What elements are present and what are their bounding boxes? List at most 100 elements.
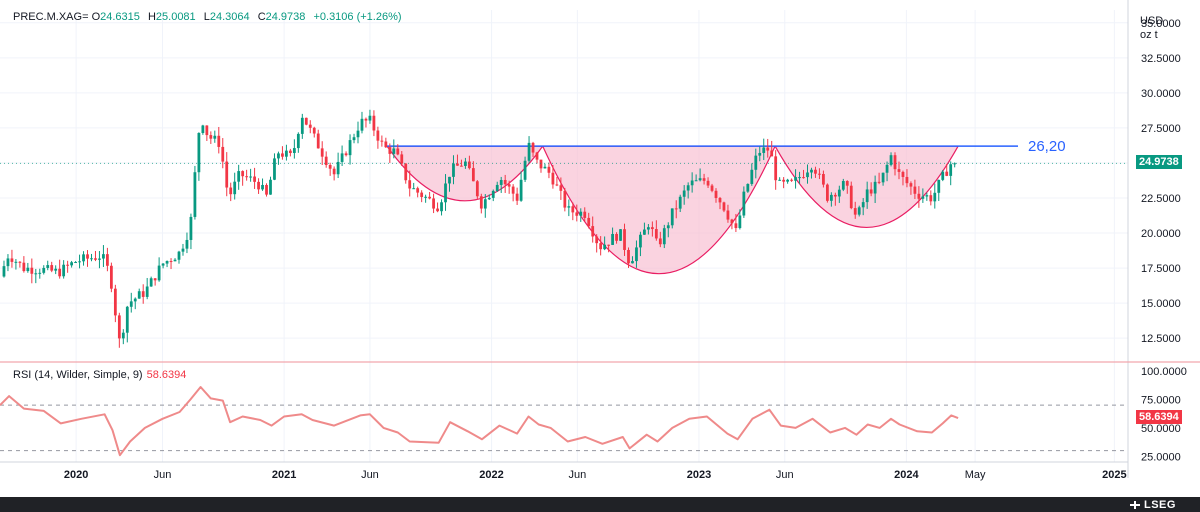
candle-body	[507, 184, 511, 187]
candle-body	[34, 273, 38, 275]
candle-body	[495, 184, 499, 191]
candle-body	[332, 168, 336, 175]
rsi-line	[0, 386, 959, 457]
candle-body	[511, 186, 515, 194]
candle-body	[38, 272, 42, 274]
candle-body	[718, 197, 722, 203]
candle-body	[555, 184, 559, 186]
candle-body	[607, 244, 611, 246]
candle-body	[857, 207, 861, 215]
price-tick-label: 27.5000	[1141, 123, 1181, 135]
time-tick-label: 2022	[479, 469, 503, 481]
candle-body	[551, 172, 555, 185]
candle-body	[436, 208, 439, 212]
candle-body	[734, 223, 738, 229]
candle-body	[189, 216, 193, 240]
candle-body	[837, 189, 841, 197]
time-tick-label: 2024	[894, 469, 919, 481]
candle-body	[599, 243, 603, 250]
price-tick-label: 20.0000	[1141, 228, 1181, 240]
candle-body	[873, 181, 877, 194]
rsi-tick-label: 100.0000	[1141, 366, 1187, 378]
candle-body	[420, 192, 424, 198]
candle-body	[531, 142, 535, 153]
candle-body	[933, 192, 937, 202]
candle-body	[320, 148, 324, 157]
candle-body	[738, 215, 742, 229]
price-tick-label: 12.5000	[1141, 333, 1181, 345]
candle-body	[261, 184, 264, 190]
candle-body	[798, 177, 801, 179]
candle-body	[686, 185, 690, 191]
candle-body	[225, 161, 229, 188]
candle-body	[10, 258, 14, 262]
candle-body	[643, 229, 646, 235]
cup-pattern	[385, 145, 544, 202]
high-label: H	[147, 11, 156, 23]
candle-body	[253, 176, 256, 182]
candle-body	[141, 291, 145, 297]
open-value: 24.6315	[100, 11, 140, 23]
candle-body	[324, 156, 328, 166]
candle-body	[615, 233, 618, 241]
candle-body	[6, 258, 10, 267]
candle-body	[316, 133, 320, 149]
candle-body	[456, 163, 459, 166]
candle-body	[635, 247, 638, 262]
candle-body	[535, 152, 539, 160]
candle-body	[881, 172, 885, 183]
candle-body	[257, 181, 260, 190]
candle-body	[913, 186, 917, 194]
candle-body	[356, 130, 360, 138]
candle-body	[177, 251, 181, 260]
candle-body	[754, 155, 758, 170]
candle-body	[388, 147, 392, 154]
candle-body	[281, 153, 284, 157]
candle-body	[483, 199, 487, 209]
rsi-value-badge: 58.6394	[1136, 410, 1182, 425]
candle-body	[54, 268, 58, 271]
price-unit[interactable]: USD oz t	[1140, 14, 1163, 42]
candle-body	[460, 165, 463, 167]
candle-body	[802, 177, 805, 179]
candle-body	[364, 118, 368, 121]
candle-body	[662, 228, 666, 245]
candle-body	[129, 301, 133, 307]
candle-body	[841, 181, 845, 190]
candle-body	[845, 181, 849, 186]
candle-body	[818, 173, 821, 175]
candle-body	[265, 184, 268, 195]
candle-body	[646, 227, 650, 230]
price-tick-label: 35.0000	[1141, 18, 1181, 30]
candle-body	[937, 179, 941, 193]
candle-body	[173, 259, 177, 262]
candle-body	[674, 208, 678, 210]
candle-body	[328, 165, 332, 169]
candle-body	[539, 159, 543, 169]
candle-body	[308, 124, 312, 128]
candle-body	[94, 258, 97, 260]
last-price-badge: 24.9738	[1136, 155, 1182, 170]
candle-body	[245, 176, 249, 178]
candle-body	[444, 183, 447, 203]
candle-body	[762, 147, 766, 153]
candle-body	[452, 163, 455, 177]
candle-body	[201, 125, 205, 134]
candle-body	[117, 315, 121, 339]
candle-body	[181, 248, 185, 252]
candle-body	[269, 179, 272, 195]
candle-body	[623, 229, 626, 250]
candle-body	[782, 179, 786, 182]
candle-body	[113, 288, 117, 316]
open-label: O	[91, 11, 101, 23]
candle-body	[587, 217, 591, 227]
candle-body	[491, 190, 495, 198]
candle-body	[416, 188, 420, 193]
candle-body	[368, 115, 372, 121]
candle-body	[153, 278, 157, 281]
candle-body	[464, 161, 467, 166]
chart-canvas[interactable]: 35.0000 32.5000 30.0000 27.5000 25.0000 22.50…	[0, 0, 1200, 497]
candle-body	[50, 265, 54, 271]
candle-body	[567, 206, 571, 208]
candle-body	[312, 127, 316, 134]
